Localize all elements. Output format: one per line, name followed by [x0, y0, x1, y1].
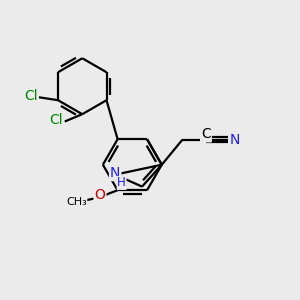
Text: Cl: Cl — [50, 113, 63, 127]
Text: H: H — [117, 176, 126, 189]
Text: CH₃: CH₃ — [66, 197, 87, 207]
Text: Cl: Cl — [24, 89, 38, 103]
Text: N: N — [229, 133, 240, 147]
Text: N: N — [110, 166, 120, 180]
Text: O: O — [94, 188, 105, 202]
Text: C: C — [201, 128, 211, 141]
